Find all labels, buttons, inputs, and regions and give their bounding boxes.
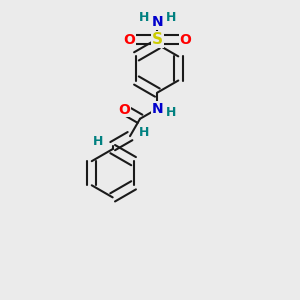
- Text: O: O: [124, 33, 135, 46]
- Text: S: S: [152, 32, 163, 47]
- Text: O: O: [118, 103, 130, 117]
- Text: H: H: [165, 11, 176, 24]
- Text: H: H: [93, 135, 104, 148]
- Text: N: N: [152, 15, 163, 29]
- Text: H: H: [139, 11, 149, 24]
- Text: N: N: [152, 102, 163, 116]
- Text: H: H: [139, 126, 149, 139]
- Text: H: H: [166, 106, 177, 119]
- Text: O: O: [179, 33, 191, 46]
